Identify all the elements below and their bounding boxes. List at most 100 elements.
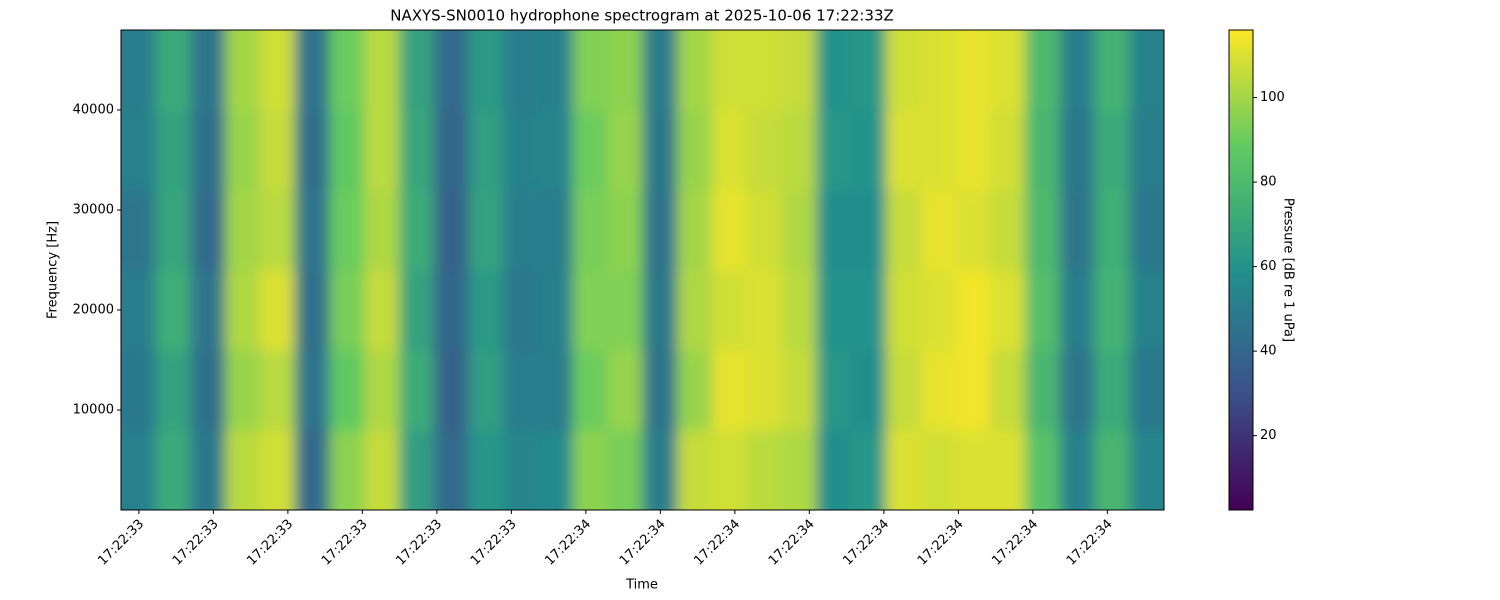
cell — [1059, 30, 1096, 111]
cell — [433, 30, 470, 111]
cell — [294, 270, 331, 351]
cell — [712, 270, 748, 351]
cell — [225, 350, 261, 431]
cell — [572, 270, 609, 351]
cell — [1059, 430, 1096, 510]
cell — [885, 350, 922, 431]
cell — [364, 110, 400, 191]
cell — [433, 270, 470, 351]
cell — [190, 190, 226, 271]
cell — [294, 110, 331, 191]
x-tick-label: 17:22:33 — [244, 517, 296, 569]
cell — [503, 350, 539, 431]
cell — [1129, 30, 1164, 111]
cell — [260, 270, 296, 351]
cell — [503, 30, 539, 111]
cell — [712, 110, 748, 191]
cell — [503, 190, 539, 271]
cell — [399, 110, 435, 191]
cell — [399, 350, 435, 431]
cell — [399, 270, 435, 351]
cell — [781, 30, 817, 111]
cell — [851, 270, 887, 351]
x-tick-label: 17:22:34 — [1064, 517, 1116, 569]
x-tick-label: 17:22:34 — [542, 517, 594, 569]
cell — [294, 190, 331, 271]
cell — [1094, 190, 1130, 271]
cell — [155, 110, 192, 191]
y-tick-label: 30000 — [73, 203, 114, 218]
cell — [607, 190, 644, 271]
cell — [1129, 190, 1164, 271]
cell — [781, 430, 817, 510]
cell — [121, 350, 157, 431]
cell — [260, 30, 296, 111]
cell — [190, 270, 226, 351]
chart-title: NAXYS-SN0010 hydrophone spectrogram at 2… — [390, 7, 894, 25]
cell — [607, 430, 644, 510]
cell — [155, 270, 192, 351]
cell — [851, 430, 887, 510]
cell — [677, 350, 713, 431]
cell — [816, 30, 852, 111]
cell — [1129, 350, 1164, 431]
y-tick-label: 20000 — [73, 303, 114, 318]
cell — [503, 270, 539, 351]
cell — [1024, 430, 1061, 510]
cell — [920, 350, 956, 431]
plot-frame — [120, 29, 1165, 511]
cell — [920, 190, 956, 271]
cell — [121, 270, 157, 351]
cell — [1129, 110, 1164, 191]
cell — [746, 270, 783, 351]
cell — [538, 430, 574, 510]
cell — [121, 190, 157, 271]
cell — [225, 110, 261, 191]
cell — [746, 430, 783, 510]
cell — [329, 350, 365, 431]
cell — [851, 30, 887, 111]
cell — [781, 270, 817, 351]
cell — [468, 110, 505, 191]
cell — [329, 190, 365, 271]
cell — [1024, 110, 1061, 191]
cell — [433, 430, 470, 510]
cell — [1024, 30, 1061, 111]
cell — [329, 430, 365, 510]
cell — [294, 30, 331, 111]
cell — [677, 110, 713, 191]
cell — [399, 190, 435, 271]
cell — [990, 30, 1026, 111]
cell — [190, 430, 226, 510]
cell — [642, 350, 678, 431]
cell — [607, 110, 644, 191]
cell — [746, 110, 783, 191]
cell — [816, 110, 852, 191]
cell — [746, 350, 783, 431]
cell — [468, 430, 505, 510]
cell — [955, 430, 991, 510]
cell — [572, 30, 609, 111]
y-tick-label: 40000 — [73, 103, 114, 118]
cell — [990, 430, 1026, 510]
cell — [885, 270, 922, 351]
cell — [990, 350, 1026, 431]
cell — [1059, 110, 1096, 191]
colorbar-tick-label: 40 — [1260, 344, 1277, 359]
cell — [816, 190, 852, 271]
cell — [260, 190, 296, 271]
cell — [990, 190, 1026, 271]
cell — [468, 350, 505, 431]
x-tick-label: 17:22:33 — [319, 517, 371, 569]
cell — [851, 110, 887, 191]
cell — [885, 430, 922, 510]
cell — [225, 190, 261, 271]
x-tick-label: 17:22:34 — [691, 517, 743, 569]
cell — [190, 30, 226, 111]
heatmap — [121, 30, 1164, 510]
cell — [677, 30, 713, 111]
cell — [955, 350, 991, 431]
cell — [990, 270, 1026, 351]
cell — [433, 190, 470, 271]
cell — [1094, 430, 1130, 510]
